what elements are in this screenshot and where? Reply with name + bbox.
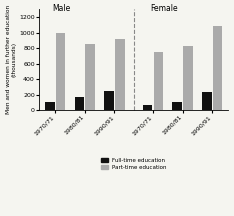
Bar: [202, 92, 212, 110]
Bar: [172, 102, 182, 110]
Bar: [75, 97, 84, 110]
Bar: [154, 52, 163, 110]
Text: Male: Male: [52, 3, 70, 13]
Y-axis label: Men and women in further education
(thousands): Men and women in further education (thou…: [6, 5, 16, 114]
Bar: [56, 33, 65, 110]
Bar: [85, 43, 95, 110]
Legend: Full-time education, Part-time education: Full-time education, Part-time education: [101, 158, 166, 170]
Bar: [45, 102, 55, 110]
Bar: [213, 26, 222, 110]
Bar: [143, 105, 152, 110]
Bar: [104, 91, 114, 110]
Bar: [115, 39, 124, 110]
Bar: [183, 46, 193, 110]
Text: Female: Female: [150, 3, 178, 13]
